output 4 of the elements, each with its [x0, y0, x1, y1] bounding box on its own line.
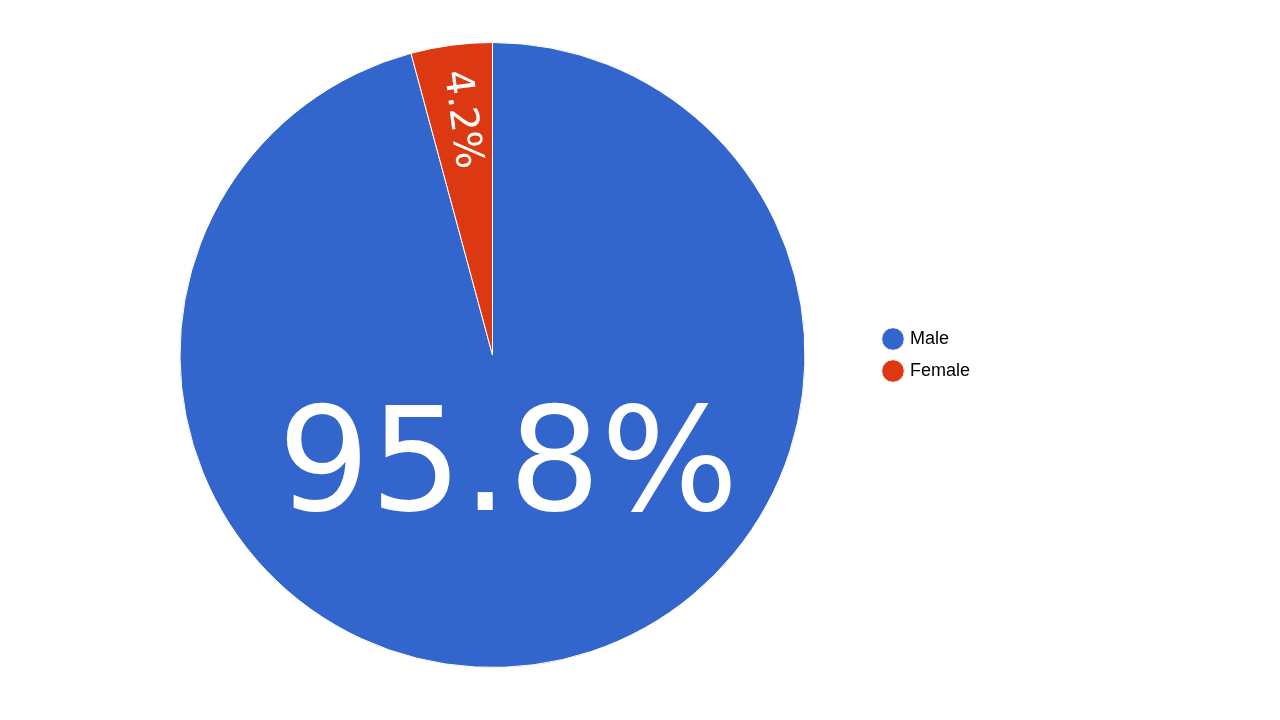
data-label: 4.2%: [435, 67, 494, 172]
legend-label: Female: [909, 359, 971, 380]
legend-label: Male: [909, 327, 949, 348]
data-label: 95.8%: [277, 375, 739, 545]
